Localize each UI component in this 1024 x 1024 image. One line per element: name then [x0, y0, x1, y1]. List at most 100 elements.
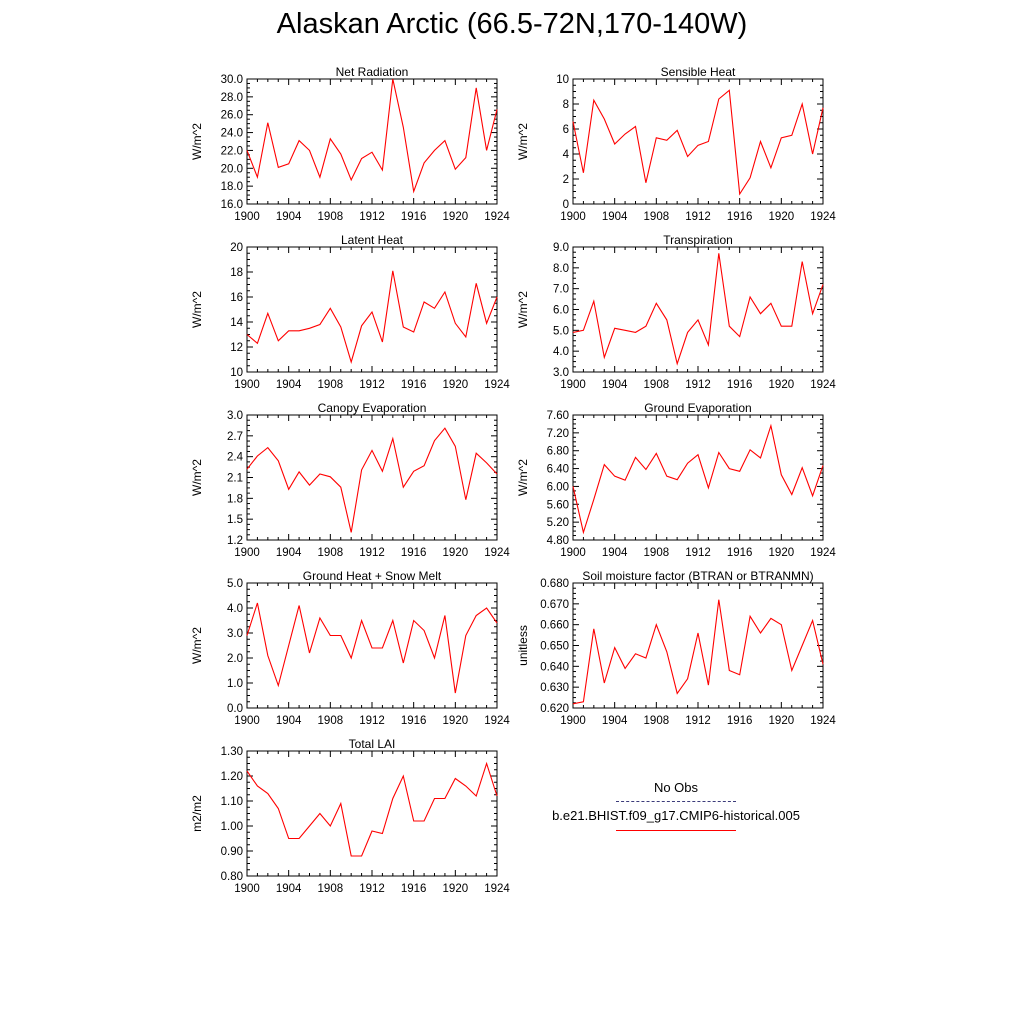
- x-tick-label: 1924: [810, 715, 836, 727]
- chart-panel: Canopy Evaporation W/m^2 1.2 1.5 1.8 2.1 2.4 2.…: [190, 401, 510, 559]
- y-axis-label: W/m^2: [190, 123, 204, 160]
- x-tick-label: 1900: [560, 715, 586, 727]
- plot-frame: [572, 78, 824, 205]
- panel-title: Soil moisture factor (BTRAN or BTRANMN): [582, 569, 813, 583]
- y-tick-label: 26.0: [221, 110, 243, 122]
- y-tick-label: 2.1: [227, 473, 243, 485]
- x-tick-label: 1920: [769, 211, 795, 223]
- x-tick-label: 1916: [401, 883, 427, 895]
- x-tick-label: 1904: [602, 547, 628, 559]
- y-tick-label: 7.0: [553, 284, 569, 296]
- y-tick-label: 1.0: [227, 678, 243, 690]
- plot-frame: [572, 246, 824, 373]
- x-tick-label: 1924: [484, 379, 510, 391]
- y-tick-label: 6.40: [547, 464, 569, 476]
- x-tick-label: 1920: [443, 883, 469, 895]
- y-tick-label: 4: [563, 149, 570, 161]
- x-tick-label: 1904: [276, 715, 302, 727]
- y-tick-label: 1.30: [221, 746, 243, 758]
- x-tick-label: 1924: [484, 715, 510, 727]
- plot-frame: [246, 582, 498, 709]
- y-tick-label: 20.0: [221, 163, 243, 175]
- y-tick-label: 1.10: [221, 796, 243, 808]
- y-tick-label: 24.0: [221, 128, 243, 140]
- y-tick-label: 7.20: [547, 428, 569, 440]
- x-tick-label: 1908: [318, 379, 344, 391]
- x-tick-label: 1908: [644, 715, 670, 727]
- x-tick-label: 1920: [769, 547, 795, 559]
- y-tick-label: 8: [563, 99, 569, 111]
- plot-frame: [572, 582, 824, 709]
- x-tick-label: 1916: [401, 211, 427, 223]
- y-axis-label: unitless: [516, 625, 530, 666]
- y-tick-label: 14: [230, 317, 243, 329]
- y-tick-label: 0.680: [540, 578, 569, 590]
- x-tick-label: 1916: [401, 547, 427, 559]
- y-tick-label: 0.630: [540, 682, 569, 694]
- y-tick-label: 6: [563, 124, 569, 136]
- x-tick-label: 1904: [276, 547, 302, 559]
- legend-obs-label: No Obs: [653, 780, 699, 795]
- legend-model-label: b.e21.BHIST.f09_g17.CMIP6-historical.005: [552, 808, 800, 823]
- y-tick-label: 28.0: [221, 92, 243, 104]
- y-tick-label: 0.650: [540, 641, 569, 653]
- x-tick-label: 1920: [769, 715, 795, 727]
- y-tick-label: 18.0: [221, 181, 243, 193]
- x-tick-label: 1904: [602, 211, 628, 223]
- y-tick-label: 1.00: [221, 821, 243, 833]
- y-tick-label: 30.0: [221, 74, 243, 86]
- series-line: [572, 423, 824, 535]
- panel-title: Sensible Heat: [661, 65, 736, 79]
- y-tick-label: 0.0: [227, 703, 243, 715]
- y-tick-label: 0.620: [540, 703, 569, 715]
- x-tick-label: 1908: [318, 547, 344, 559]
- y-tick-label: 6.00: [547, 481, 569, 493]
- y-tick-label: 0.80: [221, 871, 243, 883]
- x-tick-label: 1904: [602, 715, 628, 727]
- y-tick-label: 0.90: [221, 846, 243, 858]
- x-tick-label: 1912: [685, 211, 711, 223]
- x-tick-label: 1916: [401, 715, 427, 727]
- plot-frame: [572, 414, 824, 541]
- y-tick-label: 10: [230, 367, 243, 379]
- chart-panel: Ground Evaporation W/m^2 4.80 5.20 5.60 6.00 6…: [516, 401, 836, 559]
- y-axis-label: m2/m2: [190, 795, 204, 832]
- y-tick-label: 0: [563, 199, 569, 211]
- x-tick-label: 1924: [810, 547, 836, 559]
- y-tick-label: 5.20: [547, 517, 569, 529]
- x-tick-label: 1924: [810, 379, 836, 391]
- y-tick-label: 3.0: [553, 367, 569, 379]
- x-tick-label: 1916: [727, 379, 753, 391]
- y-tick-label: 1.8: [227, 493, 243, 505]
- panel-title: Total LAI: [349, 737, 396, 751]
- x-tick-label: 1912: [359, 883, 385, 895]
- y-axis-label: W/m^2: [516, 123, 530, 160]
- chart-panel: Ground Heat + Snow Melt W/m^2 0.0 1.0 2.0 3.0…: [190, 569, 510, 727]
- x-tick-label: 1900: [560, 547, 586, 559]
- y-tick-label: 8.0: [553, 263, 569, 275]
- x-tick-label: 1904: [602, 379, 628, 391]
- chart-panel: Soil moisture factor (BTRAN or BTRANMN) u…: [516, 569, 836, 727]
- y-tick-label: 0.670: [540, 599, 569, 611]
- y-tick-label: 2.0: [227, 653, 243, 665]
- y-axis-label: W/m^2: [190, 627, 204, 664]
- y-axis-label: W/m^2: [190, 459, 204, 496]
- x-tick-label: 1908: [318, 883, 344, 895]
- panel-title: Ground Evaporation: [644, 401, 751, 415]
- plot-frame: [246, 246, 498, 373]
- x-tick-label: 1912: [359, 379, 385, 391]
- plot-frame: [246, 78, 498, 205]
- x-tick-label: 1912: [685, 379, 711, 391]
- chart-panel: Sensible Heat W/m^2 0 2 4 6 8 10 1900 1904 1908 191…: [516, 65, 836, 223]
- series-line: [246, 602, 498, 694]
- y-tick-label: 4.80: [547, 535, 569, 547]
- x-tick-label: 1912: [359, 211, 385, 223]
- y-tick-label: 0.660: [540, 620, 569, 632]
- x-tick-label: 1900: [234, 715, 260, 727]
- series-line: [246, 270, 498, 364]
- panel-title: Canopy Evaporation: [318, 401, 427, 415]
- y-tick-label: 0.640: [540, 661, 569, 673]
- y-tick-label: 10: [556, 74, 569, 86]
- series-line: [572, 89, 824, 196]
- y-tick-label: 2.7: [227, 431, 243, 443]
